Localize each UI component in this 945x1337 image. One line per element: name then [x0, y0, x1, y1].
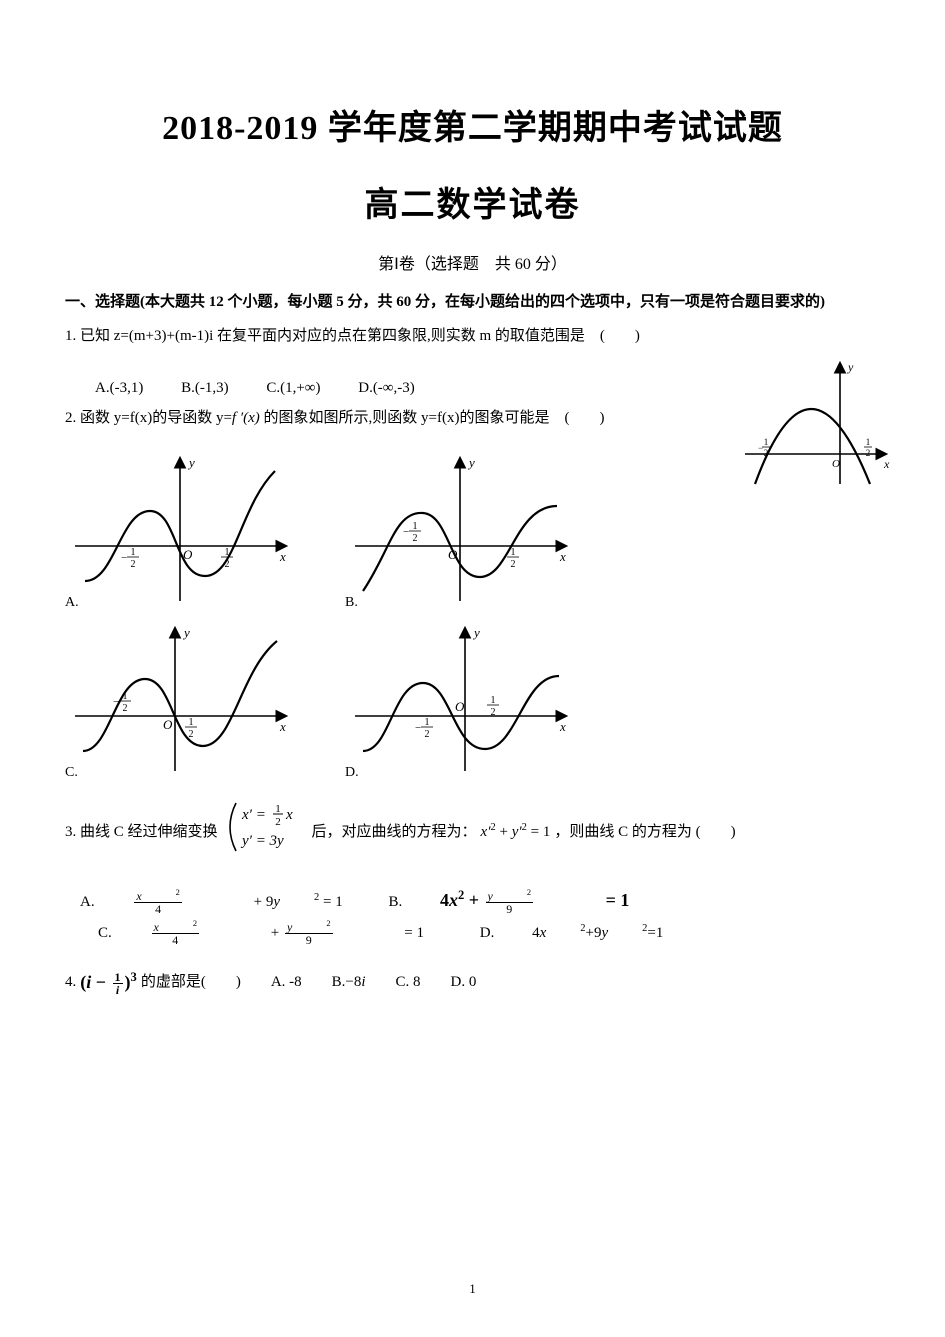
svg-text:2: 2 — [764, 448, 769, 458]
svg-text:y: y — [472, 625, 480, 640]
svg-text:2: 2 — [189, 729, 194, 740]
svg-text:1: 1 — [131, 547, 136, 558]
svg-text:y: y — [467, 455, 475, 470]
svg-text:2: 2 — [275, 816, 281, 828]
svg-text:2: 2 — [425, 729, 430, 740]
q1-optA: A.(-3,1) — [95, 380, 143, 396]
q2-fprime: f ′(x) — [232, 410, 260, 426]
q2-optB-label: B. — [345, 595, 358, 611]
q3-post2: ，则曲线 C 的方程为 ( ) — [554, 817, 735, 847]
q3-post1: 后，对应曲线的方程为： — [312, 817, 477, 847]
svg-text:−: − — [403, 526, 409, 538]
svg-text:x: x — [279, 549, 286, 564]
svg-text:y: y — [187, 455, 195, 470]
q2-graph-D: x y O − 1 2 1 2 D. — [345, 621, 615, 781]
q4-pre: 4. — [65, 967, 76, 997]
svg-text:−: − — [415, 722, 421, 734]
q2-option-graphs: x y O − 1 2 1 2 A. — [65, 451, 880, 781]
svg-text:O: O — [455, 699, 465, 714]
q3-eq-after: x′2 + y′2 = 1 — [481, 817, 551, 847]
svg-text:O: O — [163, 717, 173, 732]
q3-optC: C. x24 + y29 = 1 — [98, 925, 428, 941]
q2-optA-label: A. — [65, 595, 79, 611]
svg-text:1: 1 — [866, 437, 871, 447]
q2-text-p1: 2. 函数 y=f(x)的导函数 y= — [65, 410, 232, 426]
page-number: 1 — [0, 1281, 945, 1297]
svg-text:2: 2 — [131, 559, 136, 570]
q4-tail: C. 8 D. 0 — [366, 967, 477, 997]
svg-text:1: 1 — [225, 547, 230, 558]
q2-reference-graph: x y O − 1 2 1 2 — [740, 359, 890, 489]
title-line2: 高二数学试卷 — [65, 177, 880, 226]
svg-text:1: 1 — [764, 437, 769, 447]
svg-text:x: x — [279, 719, 286, 734]
q1-optB: B.(-1,3) — [181, 380, 229, 396]
q2-optD-label: D. — [345, 765, 359, 781]
svg-text:x: x — [883, 457, 890, 471]
svg-text:y′ = 3y: y′ = 3y — [240, 833, 284, 849]
q4-optB-expr: −8i — [345, 967, 365, 997]
svg-text:y: y — [847, 360, 854, 374]
q1-optC: C.(1,+∞) — [266, 380, 320, 396]
svg-text:1: 1 — [413, 521, 418, 532]
q3-text: 3. 曲线 C 经过伸缩变换 x′ = 1 2 x y′ = 3y 后，对应曲线… — [65, 799, 880, 866]
svg-text:2: 2 — [491, 707, 496, 718]
svg-text:−: − — [758, 443, 763, 453]
q2-optC-label: C. — [65, 765, 78, 781]
svg-text:1: 1 — [189, 717, 194, 728]
svg-text:x′ =: x′ = — [241, 807, 266, 823]
q2-graph-A: x y O − 1 2 1 2 A. — [65, 451, 335, 611]
q3-pre: 3. 曲线 C 经过伸缩变换 — [65, 817, 218, 847]
q3-optB: B. 4x2 + y29 = 1 — [388, 894, 629, 910]
q4-post: 的虚部是( ) A. -8 B. — [141, 967, 346, 997]
q2-graph-B: x y O − 1 2 1 2 B. — [345, 451, 615, 611]
title-line1: 2018-2019 学年度第二学期期中考试试题 — [65, 100, 880, 149]
svg-text:−: − — [121, 552, 127, 564]
section-header: 一、选择题(本大题共 12 个小题，每小题 5 分，共 60 分，在每小题给出的… — [65, 288, 880, 317]
q3-transform: x′ = 1 2 x y′ = 3y — [222, 799, 308, 866]
svg-text:2: 2 — [511, 559, 516, 570]
svg-text:1: 1 — [491, 695, 496, 706]
q2-graph-C: x y O − 1 2 1 2 C. — [65, 621, 335, 781]
svg-text:y: y — [182, 625, 190, 640]
svg-text:1: 1 — [511, 547, 516, 558]
svg-text:−: − — [113, 696, 119, 708]
q3-optD: D. 4x2+9y2=1 — [480, 925, 664, 941]
svg-text:1: 1 — [123, 691, 128, 702]
q2-block: 2. 函数 y=f(x)的导函数 y=f ′(x) 的图象如图所示,则函数 y=… — [65, 403, 880, 781]
q4-text: 4. (i − 1i)3 的虚部是( ) A. -8 B. −8i C. 8 D… — [65, 964, 880, 1000]
svg-text:2: 2 — [866, 448, 871, 458]
section-label: 第Ⅰ卷（选择题 共 60 分） — [65, 250, 880, 274]
svg-text:2: 2 — [413, 533, 418, 544]
q3-optA: A. x24 + 9y2 = 1 — [80, 894, 346, 910]
svg-text:1: 1 — [275, 803, 281, 815]
q4-expr: (i − 1i)3 — [80, 964, 137, 1000]
q1-text: 1. 已知 z=(m+3)+(m-1)i 在复平面内对应的点在第四象限,则实数 … — [65, 321, 880, 351]
svg-text:2: 2 — [225, 559, 230, 570]
svg-text:O: O — [832, 458, 840, 470]
exam-page: 2018-2019 学年度第二学期期中考试试题 高二数学试卷 第Ⅰ卷（选择题 共… — [0, 0, 945, 1337]
q3-options: A. x24 + 9y2 = 1 B. 4x2 + y29 = 1 C. x24… — [65, 882, 880, 948]
svg-text:1: 1 — [425, 717, 430, 728]
svg-text:x: x — [559, 719, 566, 734]
svg-text:x: x — [285, 807, 293, 823]
svg-text:2: 2 — [123, 703, 128, 714]
svg-text:x: x — [559, 549, 566, 564]
q2-text-p2: 的图象如图所示,则函数 y=f(x)的图象可能是 ( ) — [260, 410, 605, 426]
q1-optD: D.(-∞,-3) — [358, 380, 415, 396]
